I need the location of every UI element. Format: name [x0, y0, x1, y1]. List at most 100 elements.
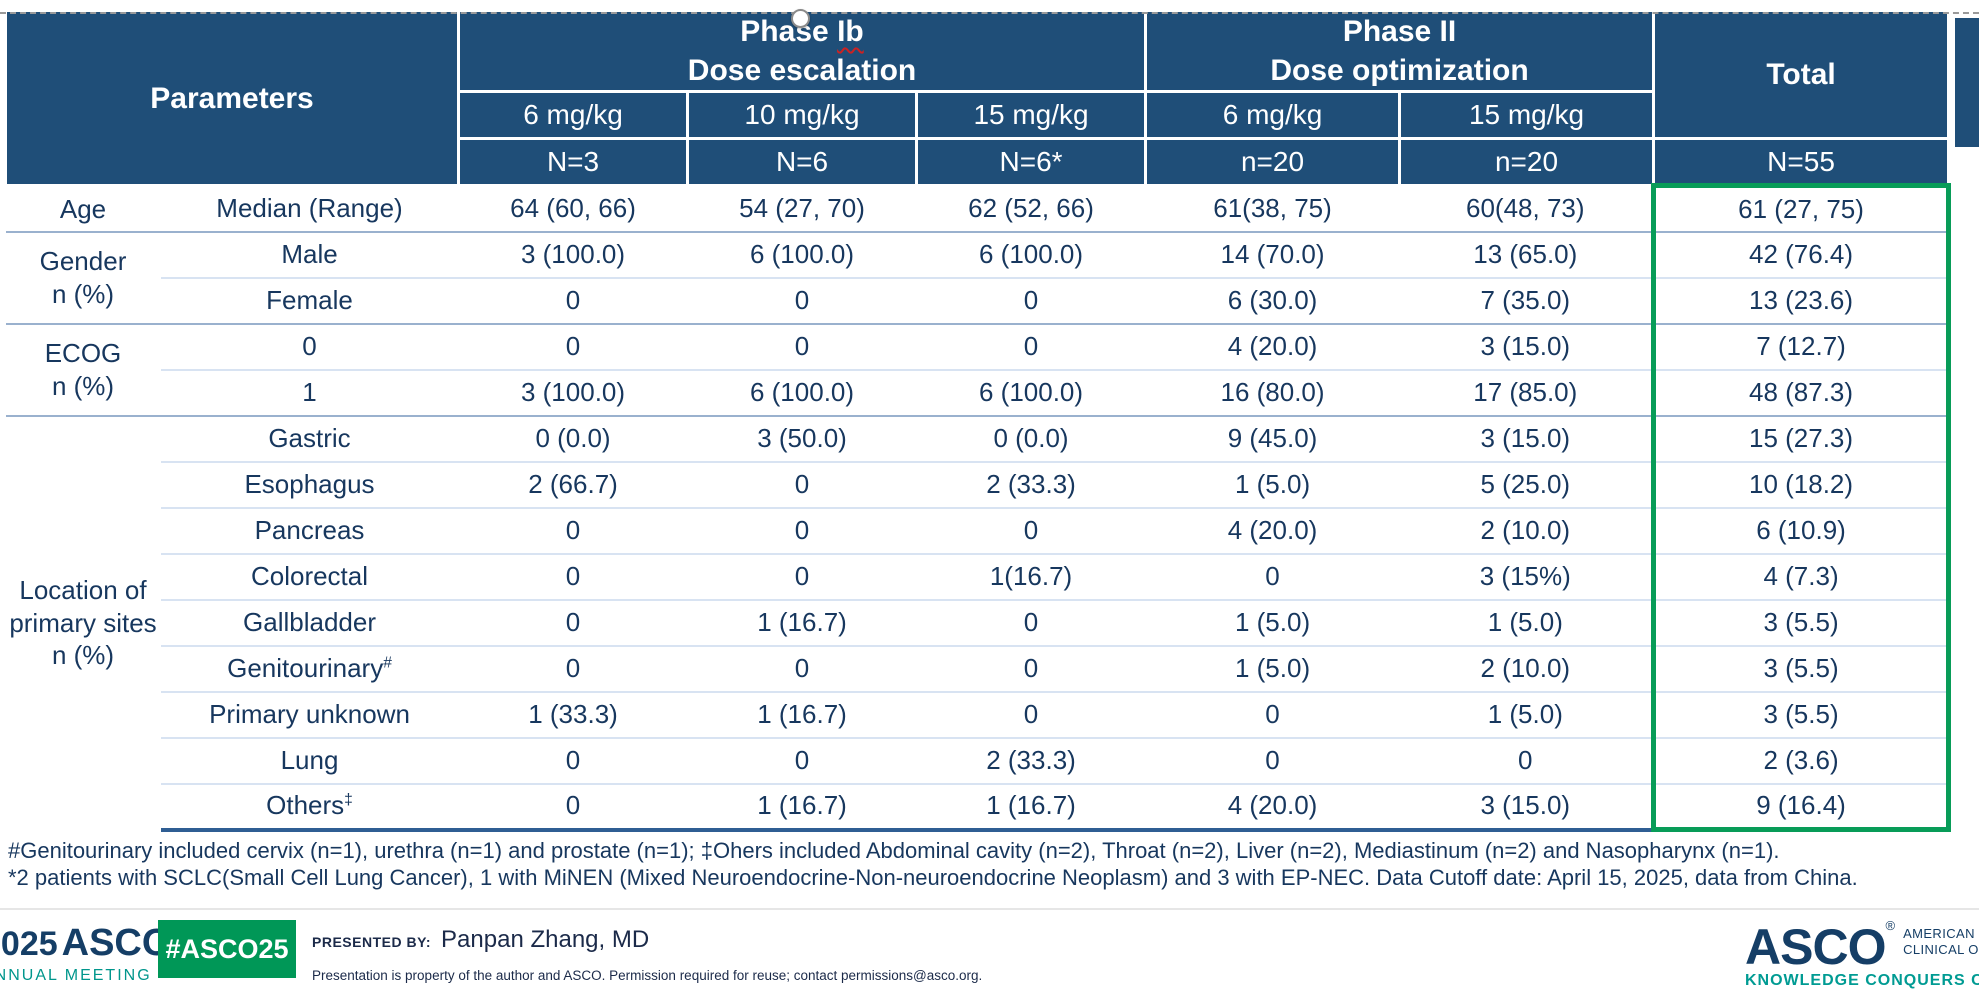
cell: 5 (25.0) — [1399, 460, 1654, 508]
selection-dashed-border — [0, 12, 1979, 14]
cell: 60(48, 73) — [1399, 185, 1654, 232]
table-row-genitourinary: Genitourinary# 0 0 0 1 (5.0) 2 (10.0) 3 … — [6, 644, 1952, 692]
cell: 3 (15.0) — [1399, 414, 1654, 462]
cell: 6 (100.0) — [916, 368, 1146, 416]
cell: 0 — [1145, 690, 1400, 738]
n-col-4: n=20 — [1144, 137, 1402, 187]
cell: 0 — [1399, 736, 1654, 784]
parameters-header: Parameters — [3, 9, 461, 187]
table-row-lung: Lung 0 0 2 (33.3) 0 0 2 (3.6) — [6, 736, 1952, 784]
cell: 0 — [916, 276, 1146, 324]
param-label: Median (Range) — [160, 185, 459, 232]
cell: 0 — [687, 460, 917, 508]
table-row-colorectal: Colorectal 0 0 1(16.7) 0 3 (15%) 4 (7.3) — [6, 552, 1952, 600]
cell: 0 — [687, 644, 917, 692]
phase2-subtitle: Dose optimization — [1270, 54, 1529, 87]
n-col-total: N=55 — [1652, 137, 1951, 187]
cell: 0 — [916, 598, 1146, 646]
footnote-marker: ‡ — [344, 791, 353, 809]
cell-total: 2 (3.6) — [1651, 736, 1952, 784]
table-row-primary-unknown: Primary unknown 1 (33.3) 1 (16.7) 0 0 1 … — [6, 690, 1952, 738]
cell: 0 (0.0) — [916, 414, 1146, 462]
cell: 16 (80.0) — [1145, 368, 1400, 416]
cell: 0 — [916, 506, 1146, 554]
group-label-gender: Gender n (%) — [5, 230, 161, 324]
group-label-ecog: ECOG n (%) — [5, 322, 161, 416]
n-col-1: N=3 — [457, 137, 690, 187]
cell-total: 7 (12.7) — [1651, 322, 1952, 370]
cell: 3 (100.0) — [458, 368, 688, 416]
cell: 4 (20.0) — [1145, 506, 1400, 554]
dose-15mgkg-2: 15 mg/kg — [1398, 90, 1656, 140]
cell: 1 (16.7) — [687, 782, 917, 832]
param-label: Pancreas — [160, 506, 459, 554]
dose-10mgkg-1b: 10 mg/kg — [686, 90, 919, 140]
phase2-header: Phase II Dose optimization — [1144, 9, 1656, 93]
cell: 0 — [458, 506, 688, 554]
param-label: 1 — [160, 368, 459, 416]
table-row-female: Female 0 0 0 6 (30.0) 7 (35.0) 13 (23.6) — [6, 276, 1952, 324]
cell: 0 — [916, 322, 1146, 370]
presented-by-label: PRESENTED BY: — [312, 934, 432, 950]
cell: 6 (100.0) — [687, 368, 917, 416]
cell: 17 (85.0) — [1399, 368, 1654, 416]
cell: 3 (50.0) — [687, 414, 917, 462]
cell-total: 61 (27, 75) — [1651, 183, 1952, 232]
param-label: Female — [160, 276, 459, 324]
table-row-ecog0: ECOG n (%) 0 0 0 0 4 (20.0) 3 (15.0) 7 (1… — [5, 322, 1952, 416]
cell-total: 3 (5.5) — [1651, 644, 1952, 692]
cell: 0 — [687, 506, 917, 554]
cell: 0 — [458, 322, 688, 370]
cell: 0 — [458, 736, 688, 784]
cell: 0 — [687, 552, 917, 600]
rotation-handle-icon[interactable] — [791, 9, 810, 28]
cell: 54 (27, 70) — [687, 185, 917, 232]
cell: 7 (35.0) — [1399, 276, 1654, 324]
table-row-gallbladder: Gallbladder 0 1 (16.7) 0 1 (5.0) 1 (5.0)… — [6, 598, 1952, 646]
param-label: Gastric — [160, 414, 459, 462]
table-row-pancreas: Pancreas 0 0 0 4 (20.0) 2 (10.0) 6 (10.9… — [6, 506, 1952, 554]
cell: 1 (16.7) — [687, 690, 917, 738]
registered-mark-icon: ® — [1885, 918, 1896, 933]
footnote-marker: # — [383, 654, 392, 672]
dose-6mgkg-2: 6 mg/kg — [1144, 90, 1402, 140]
group-label-location: Location of primary sites n (%) — [5, 414, 161, 830]
cell: 1(16.7) — [916, 552, 1146, 600]
cell: 0 — [916, 644, 1146, 692]
cell-total: 10 (18.2) — [1651, 460, 1952, 508]
cell-total: 13 (23.6) — [1651, 276, 1952, 324]
presented-by: PRESENTED BY: Panpan Zhang, MD — [312, 926, 649, 954]
cell: 3 (100.0) — [458, 230, 688, 278]
asco-tagline: KNOWLEDGE CONQUERS CANCER — [1745, 972, 1979, 989]
cell: 13 (65.0) — [1399, 230, 1654, 278]
cell: 1 (5.0) — [1145, 644, 1400, 692]
n-col-3: N=6* — [915, 137, 1148, 187]
cell: 2 (10.0) — [1399, 506, 1654, 554]
baseline-characteristics-table: Parameters Phase Ib Dose escalation Phase… — [3, 9, 1952, 832]
dose-6mgkg-1b: 6 mg/kg — [457, 90, 690, 140]
cell-total: 15 (27.3) — [1651, 414, 1952, 462]
cell: 0 — [687, 736, 917, 784]
header-phase-row: Parameters Phase Ib Dose escalation Phase… — [3, 9, 1951, 187]
cell: 2 (66.7) — [458, 460, 688, 508]
param-label: Lung — [160, 736, 459, 784]
meeting-year: 2025 — [0, 925, 58, 963]
table-row-esophagus: Esophagus 2 (66.7) 0 2 (33.3) 1 (5.0) 5 … — [6, 460, 1952, 508]
cell: 62 (52, 66) — [916, 185, 1146, 232]
cell: 0 — [687, 276, 917, 324]
meeting-name: ASCO — [61, 922, 172, 964]
total-header: Total — [1652, 9, 1951, 140]
group-label-age: Age — [5, 185, 161, 232]
cell: 1 (33.3) — [458, 690, 688, 738]
cell: 9 (45.0) — [1145, 414, 1400, 462]
cell: 64 (60, 66) — [458, 185, 688, 232]
param-label: Colorectal — [160, 552, 459, 600]
cell: 1 (5.0) — [1399, 598, 1654, 646]
cell: 4 (20.0) — [1145, 782, 1400, 832]
cell: 0 — [458, 782, 688, 832]
asco-society-line2: CLINICAL ONCOLOGY — [1903, 942, 1979, 958]
hashtag-badge: #ASCO25 — [158, 920, 296, 978]
footnotes: #Genitourinary included cervix (n=1), ur… — [8, 838, 1979, 892]
cell: 6 (100.0) — [916, 230, 1146, 278]
param-label: Primary unknown — [160, 690, 459, 738]
